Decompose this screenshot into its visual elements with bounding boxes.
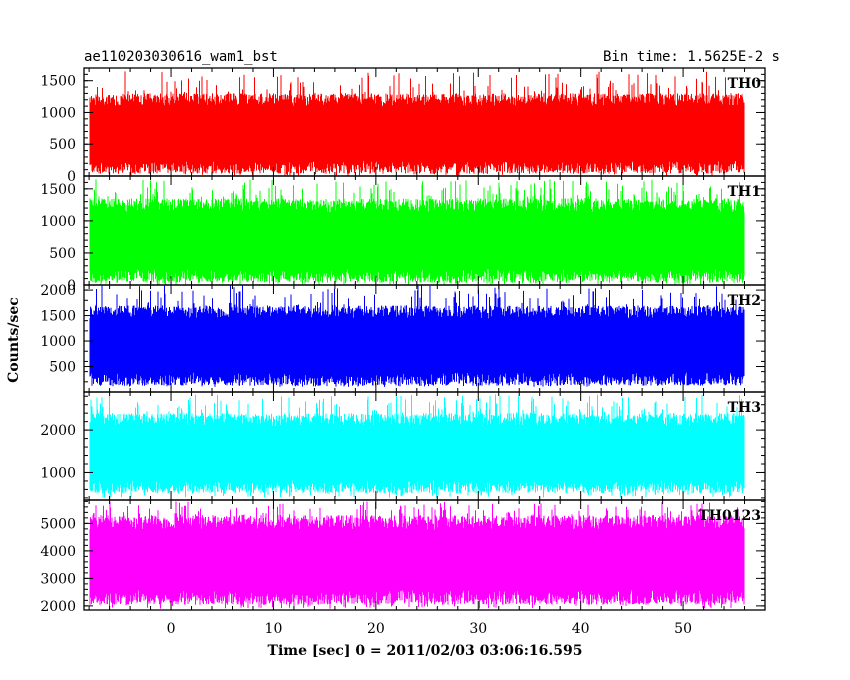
- series-th3: [89, 394, 745, 498]
- panel-th1: 0 500 1000 1500 TH1: [40, 175, 766, 294]
- panel-th3: 1000 2000 TH3: [40, 391, 766, 501]
- x-tick-label: 0: [167, 621, 176, 637]
- y-tick-label: 2000: [40, 283, 76, 299]
- y-tick-label: 0: [67, 278, 76, 294]
- y-tick-label: 0: [67, 169, 76, 185]
- panel-label: TH0123: [698, 508, 761, 524]
- y-tick-label: 1000: [40, 214, 76, 230]
- y-axis-label: Counts/sec: [6, 297, 22, 383]
- panel-label: TH1: [728, 184, 761, 200]
- x-axis: 0 10 20 30 40 50: [167, 621, 692, 637]
- x-tick-label: 20: [367, 621, 385, 637]
- y-tick-label: 5000: [40, 516, 76, 532]
- panels-group: 0 500 1000 1500 TH0 0 500 1000 1500 TH1 500 1000 150…: [40, 67, 766, 615]
- panel-label: TH0: [728, 76, 762, 92]
- y-tick-label: 500: [49, 360, 76, 376]
- y-tick-label: 1000: [40, 105, 76, 121]
- series-th2: [89, 285, 745, 387]
- chart-title-right: Bin time: 1.5625E-2 s: [603, 49, 780, 65]
- y-tick-label: 500: [49, 137, 76, 153]
- y-tick-label: 1500: [40, 74, 76, 90]
- x-tick-label: 50: [674, 621, 692, 637]
- y-tick-label: 1000: [40, 334, 76, 350]
- series-th0123: [89, 501, 745, 609]
- y-tick-label: 3000: [40, 571, 76, 587]
- y-tick-label: 2000: [40, 599, 76, 615]
- series-th1: [89, 179, 745, 285]
- chart-title-left: ae110203030616_wam1_bst: [84, 49, 278, 65]
- x-axis-label: Time [sec] 0 = 2011/02/03 03:06:16.595: [268, 643, 583, 659]
- panel-th0123: 2000 3000 4000 5000 TH0123: [40, 499, 766, 615]
- panel-label: TH2: [728, 293, 761, 309]
- y-tick-label: 2000: [40, 423, 76, 439]
- panel-frame: [83, 499, 766, 611]
- panel-th2: 500 1000 1500 2000 TH2: [40, 283, 766, 393]
- series-th0: [89, 71, 745, 176]
- y-tick-label: 4000: [40, 544, 76, 560]
- panel-th0: 0 500 1000 1500 TH0: [40, 67, 766, 185]
- x-tick-label: 30: [469, 621, 487, 637]
- y-tick-label: 1000: [40, 465, 76, 481]
- y-tick-label: 1500: [40, 309, 76, 325]
- x-tick-label: 10: [265, 621, 283, 637]
- y-tick-label: 500: [49, 246, 76, 262]
- panel-label: TH3: [728, 400, 761, 416]
- y-tick-label: 1500: [40, 182, 76, 198]
- x-tick-label: 40: [572, 621, 590, 637]
